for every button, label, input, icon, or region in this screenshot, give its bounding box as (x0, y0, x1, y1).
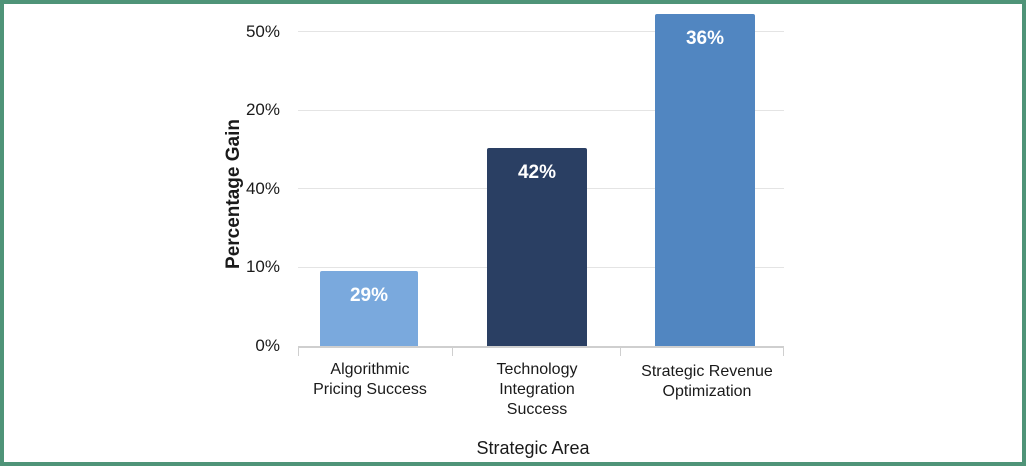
bar-value-label: 36% (685, 28, 725, 49)
bar-technology-integration: 42% (487, 148, 587, 346)
x-axis-tick (298, 346, 299, 356)
x-category-line: Optimization (662, 383, 752, 400)
x-category-line: Pricing Success (313, 381, 427, 398)
x-category-line: Strategic Revenue (641, 363, 773, 380)
x-category-line: Success (506, 401, 568, 418)
y-axis-title: Percentage Gain (223, 119, 244, 269)
bar-value-label: 42% (517, 162, 557, 183)
bar-value-label: 29% (349, 285, 389, 306)
y-tick-label: 50% (245, 22, 280, 41)
x-category-line: Integration (499, 381, 575, 398)
gridline (298, 110, 784, 111)
gridline (298, 31, 784, 32)
x-axis-tick (452, 346, 453, 356)
x-category-label: Strategic Revenue Optimization (627, 362, 787, 402)
x-axis-line (298, 346, 784, 348)
x-category-label: Algorithmic Pricing Success (290, 360, 450, 400)
x-axis-tick (783, 346, 784, 356)
bar-strategic-revenue: 36% (655, 14, 755, 346)
x-category-line: Technology (496, 361, 578, 378)
x-category-label: Technology Integration Success (457, 360, 617, 420)
y-tick-label: 0% (255, 336, 280, 355)
x-axis-title: Strategic Area (476, 438, 590, 458)
x-axis-tick (620, 346, 621, 356)
bar-algorithmic-pricing: 29% (320, 271, 418, 346)
y-tick-label: 40% (245, 179, 280, 198)
y-tick-label: 20% (245, 100, 280, 119)
x-category-line: Algorithmic (330, 361, 410, 378)
y-tick-label: 10% (245, 257, 280, 276)
